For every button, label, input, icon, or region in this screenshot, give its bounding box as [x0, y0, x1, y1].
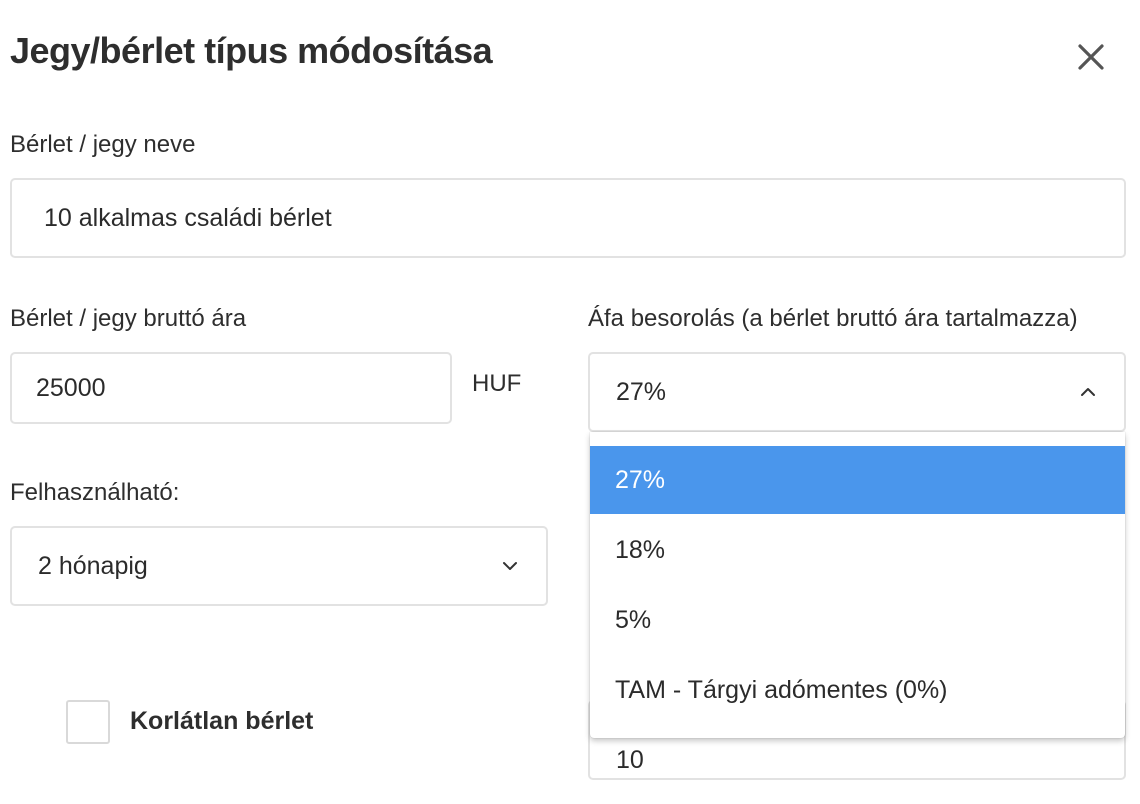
vat-option-5[interactable]: 5% [615, 605, 652, 634]
vat-label: Áfa besorolás (a bérlet bruttó ára tarta… [588, 305, 1078, 332]
name-input-value: 10 alkalmas családi bérlet [44, 203, 332, 232]
unlimited-checkbox[interactable] [66, 700, 110, 744]
usable-select[interactable]: 2 hónapig [10, 526, 548, 606]
chevron-down-icon [503, 562, 517, 570]
occasions-input-value: 10 [616, 745, 644, 774]
price-input[interactable]: 25000 [10, 352, 452, 424]
name-input[interactable]: 10 alkalmas családi bérlet [10, 178, 1126, 258]
vat-select[interactable]: 27% [588, 352, 1126, 432]
close-icon [1078, 44, 1104, 70]
vat-option-27[interactable]: 27% [590, 446, 1125, 514]
price-label: Bérlet / jegy bruttó ára [10, 305, 247, 332]
dialog-title: Jegy/bérlet típus módosítása [10, 30, 493, 71]
usable-selected-value: 2 hónapig [38, 551, 148, 580]
vat-selected-value: 27% [616, 377, 667, 406]
vat-dropdown-list: 27% 18% 5% TAM - Tárgyi adómentes (0%) [590, 432, 1125, 738]
usable-label: Felhasználható: [10, 479, 180, 506]
chevron-up-icon [1081, 388, 1095, 396]
unlimited-checkbox-label: Korlátlan bérlet [130, 707, 314, 735]
close-button[interactable] [1070, 36, 1112, 78]
currency-label: HUF [472, 370, 522, 397]
vat-option-18[interactable]: 18% [615, 535, 666, 564]
price-input-value: 25000 [36, 373, 106, 402]
name-label: Bérlet / jegy neve [10, 131, 196, 158]
vat-option-tam[interactable]: TAM - Tárgyi adómentes (0%) [615, 675, 948, 704]
